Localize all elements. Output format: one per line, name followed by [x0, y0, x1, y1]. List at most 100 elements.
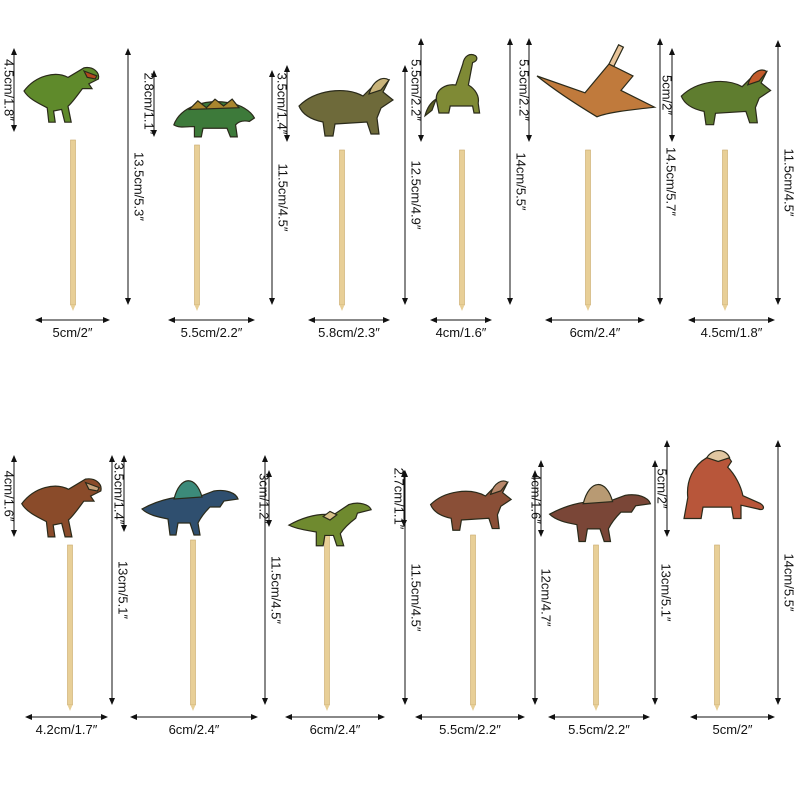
figure-width-line-head-right	[101, 714, 108, 720]
figure-height-line-head-bottom	[266, 520, 272, 527]
figure-width-label: 6cm/2.4″	[310, 722, 361, 737]
triceratops-brown-figure	[429, 480, 513, 531]
topper-ankylosaurus: 2.8cm/1.1″ 11.5cm/4.5″ 5.5cm/2.2″	[142, 70, 291, 340]
figure-width-label: 5cm/2″	[712, 722, 752, 737]
figure-height-line-head-top	[284, 65, 290, 72]
spikes	[187, 98, 241, 111]
figure-width-label: 5.5cm/2.2″	[439, 722, 501, 737]
total-length-label: 13cm/5.1″	[659, 563, 674, 621]
stick	[593, 544, 599, 706]
total-length-line-head-bottom	[532, 698, 538, 705]
topper-triceratops-brown: 2.7cm/1.1″ 12cm/4.7″ 5.5cm/2.2″	[392, 468, 554, 737]
figure-width-line-head-left	[690, 714, 697, 720]
figure-height-line-head-top	[401, 470, 407, 477]
pteranodon-figure	[536, 43, 657, 118]
figure-height-line-head-bottom	[151, 130, 157, 137]
figure-height-label: 4cm/1.6″	[2, 471, 17, 522]
topper-pteranodon: 5.5cm/2.2″ 14.5cm/5.7″ 6cm/2.4″	[517, 38, 679, 340]
figure-height-line-head-bottom	[418, 135, 424, 142]
frill	[489, 480, 509, 496]
frill	[368, 77, 390, 95]
figure-height-label: 3.5cm/1.4″	[275, 73, 290, 135]
stick	[722, 149, 728, 306]
figure-height-line-head-bottom	[121, 525, 127, 532]
total-length-line-head-top	[657, 38, 663, 45]
spinosaurus-red-figure	[548, 484, 652, 543]
body-shape	[683, 453, 765, 520]
stick-tip	[722, 305, 728, 311]
figure-height-line-head-bottom	[664, 530, 670, 537]
topper-raptor: 3cm/1.2″ 11.5cm/4.5″ 6cm/2.4″	[257, 470, 424, 737]
ankylosaurus-figure	[173, 98, 256, 138]
figure-width-line-head-right	[103, 317, 110, 323]
figure-width-label: 5cm/2″	[52, 325, 92, 340]
figure-width-line-head-left	[168, 317, 175, 323]
figure-width-label: 4.2cm/1.7″	[36, 722, 98, 737]
figure-width-label: 6cm/2.4″	[169, 722, 220, 737]
figure-height-label: 5.5cm/2.2″	[517, 59, 532, 121]
total-length-line-head-top	[262, 455, 268, 462]
figure-height-label: 4.5cm/1.8″	[2, 59, 17, 121]
stick	[714, 544, 720, 706]
total-length-line-head-bottom	[262, 698, 268, 705]
figure-width-label: 4cm/1.6″	[436, 325, 487, 340]
figure-height-label: 5.5cm/2.2″	[409, 59, 424, 121]
total-length-label: 14cm/5.5″	[782, 553, 797, 611]
figure-height-line-head-bottom	[669, 135, 675, 142]
figure-width-line-head-right	[378, 714, 385, 720]
topper-spinosaurus: 3.5cm/1.4″ 11.5cm/4.5″ 6cm/2.4″	[112, 455, 284, 737]
figure-width-line-head-right	[251, 714, 258, 720]
total-length-line-head-top	[109, 455, 115, 462]
figure-height-line-head-bottom	[11, 530, 17, 537]
figure-height-line-head-bottom	[401, 520, 407, 527]
figure-width-label: 5.5cm/2.2″	[568, 722, 630, 737]
figure-width-line-head-left	[25, 714, 32, 720]
total-length-line-head-bottom	[269, 298, 275, 305]
tail	[423, 97, 438, 118]
figure-height-label: 3cm/1.2″	[257, 473, 272, 524]
figure-width-label: 5.5cm/2.2″	[181, 325, 243, 340]
total-length-label: 11.5cm/4.5″	[276, 164, 291, 232]
raptor-figure	[287, 502, 372, 547]
total-length-label: 14.5cm/5.7″	[664, 147, 679, 216]
figure-height-label: 5cm/2″	[655, 468, 670, 508]
figure-width-line-head-right	[643, 714, 650, 720]
figure-height-line-head-top	[669, 48, 675, 55]
figure-width-line-head-left	[430, 317, 437, 323]
t-rex-figure	[23, 66, 100, 123]
body-shape	[287, 502, 372, 547]
sail	[173, 480, 203, 500]
figure-height-line-head-bottom	[526, 135, 532, 142]
figure-height-label: 4cm/1.6″	[529, 473, 544, 524]
stick	[459, 149, 465, 306]
total-length-line-head-bottom	[775, 698, 781, 705]
figure-width-line-head-right	[768, 714, 775, 720]
figure-height-line-head-bottom	[11, 125, 17, 132]
figure-width-line-head-left	[130, 714, 137, 720]
head-detail	[84, 481, 100, 492]
head-detail	[82, 69, 98, 80]
total-length-line-head-top	[652, 460, 658, 467]
stick-tip	[190, 705, 196, 711]
total-length-line-head-bottom	[507, 298, 513, 305]
total-length-line-head-bottom	[109, 698, 115, 705]
topper-triceratops: 3.5cm/1.4″ 12.5cm/4.9″ 5.8cm/2.3″	[275, 65, 424, 340]
figure-height-label: 2.7cm/1.1″	[392, 468, 407, 530]
figure-width-label: 5.8cm/2.3″	[318, 325, 380, 340]
figure-width-line-head-right	[248, 317, 255, 323]
stick-tip	[470, 705, 476, 711]
figure-width-line-head-left	[545, 317, 552, 323]
stick	[470, 534, 476, 706]
figure-height-line-head-top	[151, 70, 157, 77]
feathered-figure	[683, 449, 765, 520]
figure-height-label: 2.8cm/1.1″	[142, 73, 157, 135]
figure-height-label: 5cm/2″	[660, 75, 675, 115]
total-length-line-head-top	[775, 40, 781, 47]
figure-height-line-head-top	[11, 48, 17, 55]
sail	[582, 484, 614, 505]
total-length-line-head-bottom	[402, 298, 408, 305]
topper-feathered: 5cm/2″ 14cm/5.5″ 5cm/2″	[655, 440, 797, 737]
stick-tip	[194, 305, 200, 311]
